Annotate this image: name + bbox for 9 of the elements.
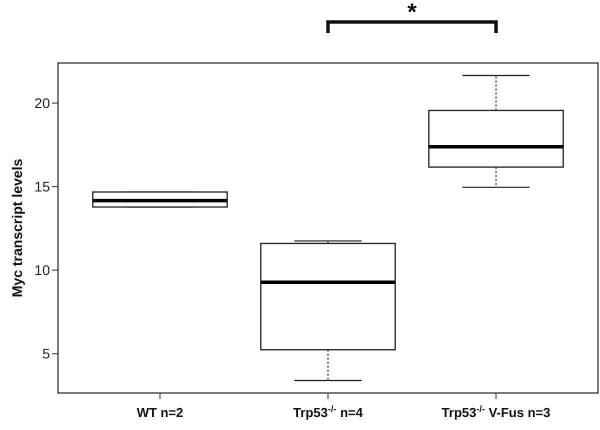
y-axis-title: Myc transcript levels <box>9 158 25 298</box>
x-tick-label: Trp53$^{-/-}$ n=4 <box>293 404 364 420</box>
x-tick-label: WT n=2 <box>136 405 184 420</box>
y-tick-label: 20 <box>34 95 50 111</box>
y-tick-label: 5 <box>42 346 50 362</box>
x-tick-label: Trp53$^{-/-}$ V-Fus n=3 <box>442 404 550 420</box>
y-tick-label: 10 <box>34 262 50 278</box>
y-tick-label: 15 <box>34 178 50 195</box>
text: * <box>407 0 418 26</box>
